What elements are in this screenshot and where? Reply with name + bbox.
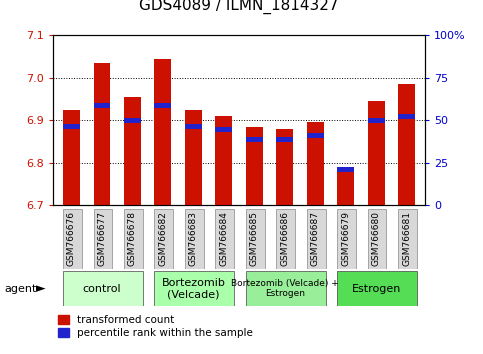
Text: GSM766686: GSM766686 bbox=[280, 211, 289, 267]
FancyBboxPatch shape bbox=[94, 209, 112, 269]
Bar bbox=[94, 63, 110, 205]
Text: GSM766680: GSM766680 bbox=[372, 211, 381, 267]
Bar bbox=[215, 127, 232, 132]
Bar bbox=[155, 103, 171, 108]
Bar bbox=[63, 110, 80, 205]
Bar bbox=[246, 127, 263, 205]
FancyBboxPatch shape bbox=[155, 209, 173, 269]
Bar bbox=[124, 118, 141, 123]
Text: Bortezomib
(Velcade): Bortezomib (Velcade) bbox=[161, 278, 225, 299]
Text: agent: agent bbox=[5, 284, 37, 293]
Text: GSM766677: GSM766677 bbox=[98, 211, 106, 267]
Bar bbox=[185, 110, 202, 205]
Bar bbox=[368, 101, 384, 205]
Bar bbox=[124, 97, 141, 205]
Text: GSM766676: GSM766676 bbox=[67, 211, 76, 267]
FancyBboxPatch shape bbox=[63, 209, 82, 269]
FancyBboxPatch shape bbox=[185, 209, 203, 269]
FancyBboxPatch shape bbox=[307, 209, 326, 269]
FancyBboxPatch shape bbox=[276, 209, 295, 269]
Bar bbox=[276, 137, 293, 142]
FancyBboxPatch shape bbox=[155, 271, 234, 306]
Text: GSM766687: GSM766687 bbox=[311, 211, 320, 267]
FancyBboxPatch shape bbox=[63, 271, 142, 306]
FancyBboxPatch shape bbox=[246, 271, 326, 306]
Bar bbox=[338, 167, 354, 172]
Bar bbox=[94, 103, 110, 108]
FancyBboxPatch shape bbox=[338, 209, 356, 269]
Bar bbox=[276, 129, 293, 205]
Bar bbox=[307, 133, 324, 138]
FancyBboxPatch shape bbox=[246, 209, 265, 269]
Bar bbox=[185, 124, 202, 129]
Bar bbox=[398, 84, 415, 205]
Bar bbox=[63, 124, 80, 129]
Text: GSM766683: GSM766683 bbox=[189, 211, 198, 267]
FancyBboxPatch shape bbox=[398, 209, 417, 269]
Bar bbox=[338, 169, 354, 205]
FancyBboxPatch shape bbox=[338, 271, 417, 306]
Bar bbox=[398, 114, 415, 119]
Bar bbox=[155, 59, 171, 205]
Bar bbox=[246, 137, 263, 142]
Text: control: control bbox=[83, 284, 121, 293]
FancyBboxPatch shape bbox=[215, 209, 234, 269]
Bar bbox=[215, 116, 232, 205]
Text: GSM766679: GSM766679 bbox=[341, 211, 350, 267]
Text: GSM766678: GSM766678 bbox=[128, 211, 137, 267]
Text: GDS4089 / ILMN_1814327: GDS4089 / ILMN_1814327 bbox=[139, 0, 339, 14]
FancyBboxPatch shape bbox=[368, 209, 386, 269]
Text: GSM766684: GSM766684 bbox=[219, 211, 228, 267]
Text: Estrogen: Estrogen bbox=[352, 284, 401, 293]
Bar bbox=[307, 122, 324, 205]
Bar bbox=[368, 118, 384, 123]
Text: Bortezomib (Velcade) +
Estrogen: Bortezomib (Velcade) + Estrogen bbox=[231, 279, 339, 298]
Text: GSM766685: GSM766685 bbox=[250, 211, 259, 267]
Text: GSM766682: GSM766682 bbox=[158, 211, 168, 267]
Text: ►: ► bbox=[36, 282, 46, 295]
FancyBboxPatch shape bbox=[124, 209, 142, 269]
Legend: transformed count, percentile rank within the sample: transformed count, percentile rank withi… bbox=[58, 315, 253, 338]
Text: GSM766681: GSM766681 bbox=[402, 211, 411, 267]
